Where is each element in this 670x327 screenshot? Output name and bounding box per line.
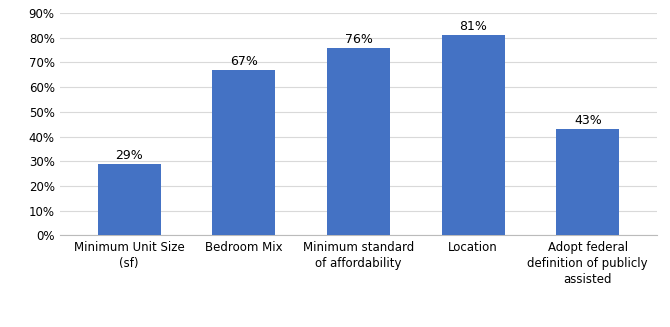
Text: 29%: 29% xyxy=(115,149,143,162)
Bar xyxy=(212,70,275,235)
Bar xyxy=(556,129,619,235)
Text: 67%: 67% xyxy=(230,55,258,68)
Bar xyxy=(327,48,390,235)
Text: 43%: 43% xyxy=(574,114,602,127)
Text: 81%: 81% xyxy=(459,20,487,33)
Text: 76%: 76% xyxy=(344,33,373,46)
Bar xyxy=(98,164,161,235)
Bar xyxy=(442,35,505,235)
